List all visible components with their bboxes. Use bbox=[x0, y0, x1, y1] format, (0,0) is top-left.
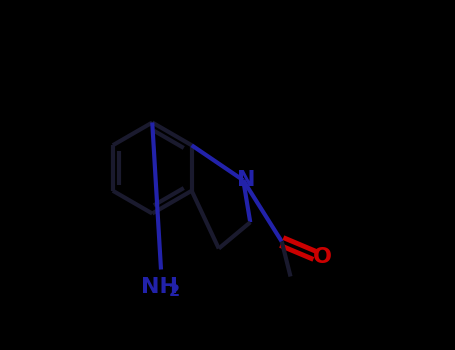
Text: O: O bbox=[313, 247, 332, 267]
Text: N: N bbox=[237, 169, 255, 190]
Text: 2: 2 bbox=[169, 284, 180, 299]
Text: NH: NH bbox=[141, 277, 178, 297]
